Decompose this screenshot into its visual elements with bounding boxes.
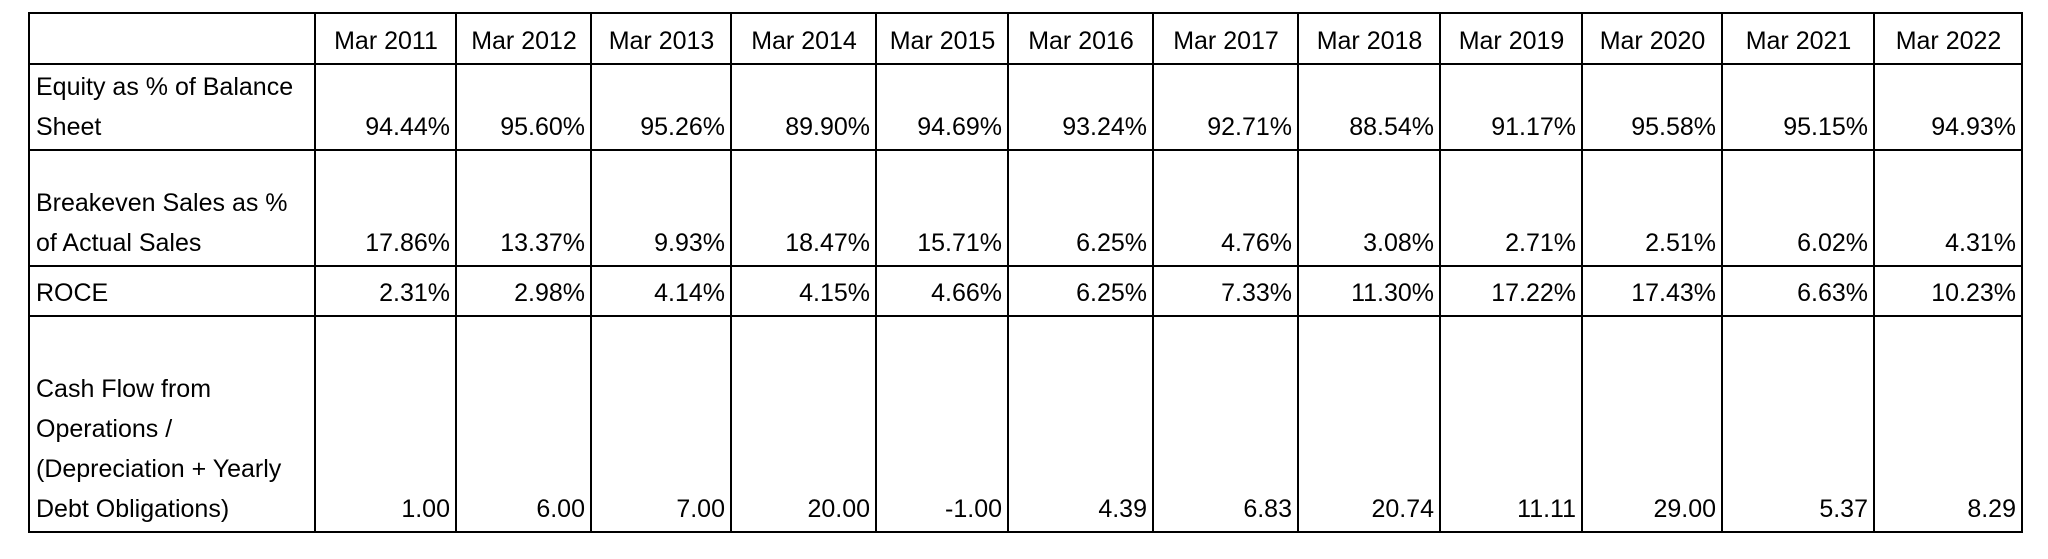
table-cell: 10.23%	[1873, 265, 2023, 317]
table-cell: 4.14%	[590, 265, 732, 317]
column-header: Mar 2019	[1439, 12, 1583, 65]
column-header: Mar 2015	[875, 12, 1009, 65]
table-cell: 95.60%	[455, 63, 592, 151]
table-cell: 2.51%	[1581, 149, 1723, 267]
row-label-line: Operations /	[36, 415, 173, 443]
table-cell: 88.54%	[1297, 63, 1441, 151]
table-cell: 8.29	[1873, 315, 2023, 533]
table-cell: 7.33%	[1152, 265, 1299, 317]
table-cell: 6.63%	[1721, 265, 1875, 317]
table-cell: 17.86%	[314, 149, 457, 267]
table-cell: 6.83	[1152, 315, 1299, 533]
table-row-roce: ROCE 2.31% 2.98% 4.14% 4.15% 4.66% 6.25%…	[28, 265, 2023, 317]
table-cell: 95.15%	[1721, 63, 1875, 151]
table-cell: 6.25%	[1007, 149, 1154, 267]
table-cell: 1.00	[314, 315, 457, 533]
column-header: Mar 2018	[1297, 12, 1441, 65]
row-label-line: Sheet	[36, 113, 102, 141]
table-cell: 4.31%	[1873, 149, 2023, 267]
table-cell: 11.30%	[1297, 265, 1441, 317]
table-row-equity-ratio: Equity as % of Balance Sheet 94.44% 95.60…	[28, 63, 2023, 151]
column-header: Mar 2013	[590, 12, 732, 65]
table-cell: 4.66%	[875, 265, 1009, 317]
table-cell: 3.08%	[1297, 149, 1441, 267]
column-header: Mar 2012	[455, 12, 592, 65]
table-cell: 95.58%	[1581, 63, 1723, 151]
table-cell: 29.00	[1581, 315, 1723, 533]
row-label: Cash Flow from Operations / (Depreciation …	[28, 315, 316, 533]
row-label-line: (Depreciation + Yearly	[36, 455, 282, 483]
table-cell: 2.98%	[455, 265, 592, 317]
table-cell: 7.00	[590, 315, 732, 533]
column-header: Mar 2011	[314, 12, 457, 65]
table-row-breakeven-sales: Breakeven Sales as % of Actual Sales 17.8…	[28, 149, 2023, 267]
table-row-cash-flow-coverage: Cash Flow from Operations / (Depreciation …	[28, 315, 2023, 533]
row-label: Breakeven Sales as % of Actual Sales	[28, 149, 316, 267]
table-cell: 95.26%	[590, 63, 732, 151]
column-header: Mar 2021	[1721, 12, 1875, 65]
row-label-line: Breakeven Sales as %	[36, 189, 288, 217]
table-cell: 93.24%	[1007, 63, 1154, 151]
row-label-line: Equity as % of Balance	[36, 73, 294, 101]
column-header: Mar 2014	[730, 12, 877, 65]
table-cell: 9.93%	[590, 149, 732, 267]
table-cell: 13.37%	[455, 149, 592, 267]
column-header: Mar 2020	[1581, 12, 1723, 65]
financial-ratios-table: Mar 2011 Mar 2012 Mar 2013 Mar 2014 Mar …	[28, 12, 2023, 533]
header-row: Mar 2011 Mar 2012 Mar 2013 Mar 2014 Mar …	[28, 12, 2023, 65]
table-cell: 11.11	[1439, 315, 1583, 533]
row-label-line: of Actual Sales	[36, 229, 202, 257]
financial-ratios-table-container: Mar 2011 Mar 2012 Mar 2013 Mar 2014 Mar …	[28, 12, 2023, 533]
row-label-line: ROCE	[36, 279, 109, 307]
table-cell: 4.76%	[1152, 149, 1299, 267]
table-cell: 15.71%	[875, 149, 1009, 267]
table-cell: 89.90%	[730, 63, 877, 151]
row-label-line: Debt Obligations)	[36, 495, 230, 523]
table-cell: 5.37	[1721, 315, 1875, 533]
table-cell: 4.15%	[730, 265, 877, 317]
table-cell: 20.74	[1297, 315, 1441, 533]
table-cell: 4.39	[1007, 315, 1154, 533]
table-cell: 91.17%	[1439, 63, 1583, 151]
table-cell: 6.25%	[1007, 265, 1154, 317]
table-cell: 18.47%	[730, 149, 877, 267]
row-label: ROCE	[28, 265, 316, 317]
column-header: Mar 2022	[1873, 12, 2023, 65]
table-cell: 92.71%	[1152, 63, 1299, 151]
corner-cell	[28, 12, 316, 65]
table-cell: 2.31%	[314, 265, 457, 317]
table-cell: 94.93%	[1873, 63, 2023, 151]
row-label: Equity as % of Balance Sheet	[28, 63, 316, 151]
table-cell: -1.00	[875, 315, 1009, 533]
table-cell: 94.44%	[314, 63, 457, 151]
table-cell: 17.22%	[1439, 265, 1583, 317]
column-header: Mar 2017	[1152, 12, 1299, 65]
column-header: Mar 2016	[1007, 12, 1154, 65]
table-cell: 94.69%	[875, 63, 1009, 151]
row-label-line: Cash Flow from	[36, 375, 212, 403]
table-cell: 17.43%	[1581, 265, 1723, 317]
table-cell: 20.00	[730, 315, 877, 533]
table-cell: 2.71%	[1439, 149, 1583, 267]
table-cell: 6.00	[455, 315, 592, 533]
table-cell: 6.02%	[1721, 149, 1875, 267]
